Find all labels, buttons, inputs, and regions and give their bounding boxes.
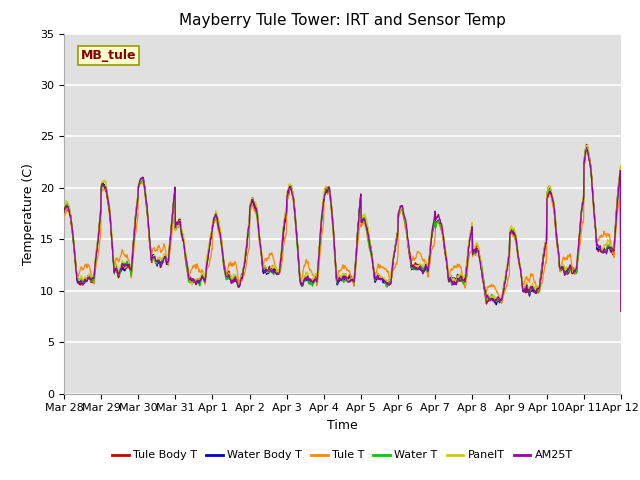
Title: Mayberry Tule Tower: IRT and Sensor Temp: Mayberry Tule Tower: IRT and Sensor Temp (179, 13, 506, 28)
Y-axis label: Temperature (C): Temperature (C) (22, 163, 35, 264)
X-axis label: Time: Time (327, 419, 358, 432)
Text: MB_tule: MB_tule (81, 49, 136, 62)
Legend: Tule Body T, Water Body T, Tule T, Water T, PanelT, AM25T: Tule Body T, Water Body T, Tule T, Water… (108, 446, 577, 465)
